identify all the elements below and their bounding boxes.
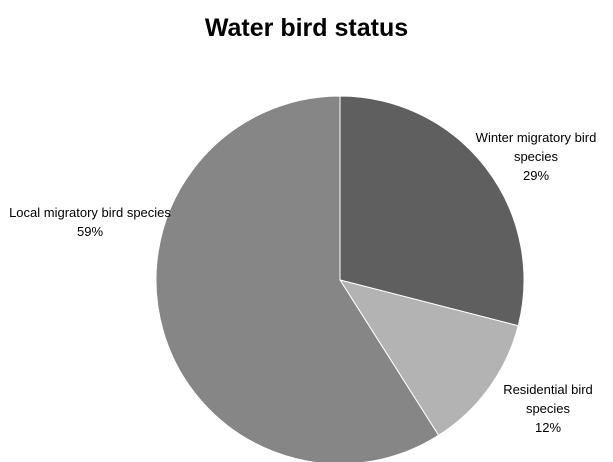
category-label: Local migratory bird species — [9, 205, 171, 220]
slice-label: Winter migratory bird species 29% — [461, 128, 611, 185]
slice-label: Local migratory bird species 59% — [5, 203, 175, 241]
value-label: 12% — [534, 420, 562, 435]
value-label: 59% — [76, 224, 104, 239]
pie-slice — [338, 279, 519, 437]
chart-title: Water bird status — [204, 14, 409, 42]
slice-label: Residential bird species 12% — [488, 380, 608, 437]
pie-slice — [155, 95, 440, 462]
pie-slice — [339, 95, 525, 327]
value-label: 29% — [522, 168, 550, 183]
category-label: Residential bird species — [503, 382, 593, 416]
category-label: Winter migratory bird species — [475, 130, 597, 164]
